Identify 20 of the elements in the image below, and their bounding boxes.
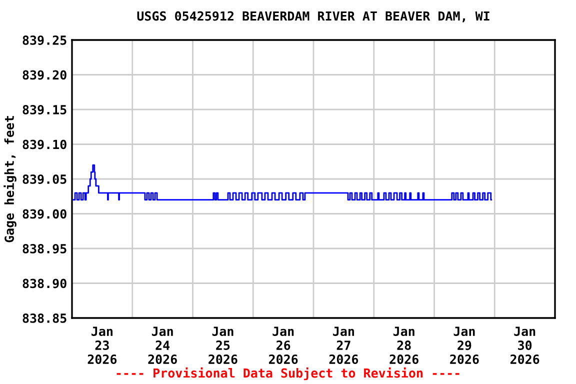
x-tick-label: Jan 24 2026 [148,326,177,364]
y-axis-title: Gage height, feet [4,116,16,242]
x-tick-label: Jan 25 2026 [208,326,238,364]
x-tick-label: Jan 28 2026 [390,326,418,364]
x-tick-label: Jan 27 2026 [329,326,358,364]
y-tick-label: 839.10 [22,140,66,150]
y-tick-label: 839.15 [22,104,66,114]
text: ---- Provisional Data Subject to Revision ---- [116,367,460,380]
y-tick-label: 839.20 [22,70,66,80]
y-tick-label: 839.05 [22,174,66,184]
x-tick-label: Jan 30 2026 [510,326,540,364]
y-tick-label: 839.25 [22,35,66,45]
x-tick-label: Jan 26 2026 [268,326,298,364]
y-tick-label: 838.95 [22,244,66,254]
x-tick-label: Jan 23 2026 [88,326,117,364]
y-tick-label: 839.00 [22,209,66,219]
chart-title: USGS 05425912 BEAVERDAM RIVER AT BEAVER DAM, WI [137,11,490,22]
x-tick-label: Jan 29 2026 [450,326,479,364]
y-tick-label: 838.90 [22,278,66,288]
y-tick-label: 838.85 [22,313,66,323]
